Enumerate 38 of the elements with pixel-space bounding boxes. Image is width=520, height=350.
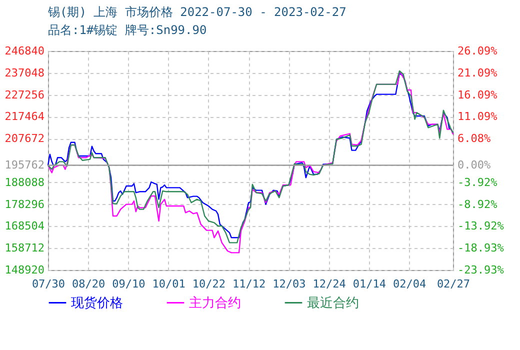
y2-tick-label: 21.09% xyxy=(458,66,498,80)
x-tick-label: 12/24 xyxy=(312,278,346,290)
y2-tick-label: 26.09% xyxy=(458,44,498,58)
x-tick-label: 12/03 xyxy=(272,278,306,290)
y2-tick-label: 6.08% xyxy=(458,132,491,146)
legend-label: 最近合约 xyxy=(307,296,359,311)
y-tick-label: 246840 xyxy=(4,44,44,58)
chart-title: 锡(期) 上海 市场价格 2022-07-30 - 2023-02-27 xyxy=(47,5,346,19)
x-tick-label: 07/30 xyxy=(32,278,66,290)
legend-label: 现货价格 xyxy=(71,296,123,311)
y-tick-label: 168504 xyxy=(4,220,45,233)
y2-tick-label: -18.93% xyxy=(458,242,504,255)
y2-tick-label: -3.92% xyxy=(458,176,498,189)
y-tick-label: 148920 xyxy=(4,264,44,276)
x-tick-label: 02/27 xyxy=(436,278,470,290)
y2-tick-label: 16.09% xyxy=(458,88,498,102)
y2-tick-label: -23.93% xyxy=(458,264,504,276)
x-tick-label: 10/01 xyxy=(152,278,186,290)
y-tick-label: 158712 xyxy=(4,242,44,255)
chart-subtitle: 品名:1#锡锭 牌号:Sn99.90 xyxy=(48,23,207,37)
x-tick-label: 02/04 xyxy=(393,278,426,290)
x-tick-label: 11/12 xyxy=(232,278,266,290)
y-tick-label: 227256 xyxy=(4,88,44,102)
y2-tick-label: -13.92% xyxy=(458,220,504,233)
x-tick-label: 10/22 xyxy=(192,278,226,290)
y-tick-label: 237048 xyxy=(4,66,44,80)
legend-label: 主力合约 xyxy=(189,294,241,311)
y-tick-label: 217464 xyxy=(4,110,45,124)
y2-tick-label: -8.92% xyxy=(458,198,498,211)
y-tick-label: 178296 xyxy=(4,198,44,211)
x-tick-label: 08/20 xyxy=(72,278,106,290)
y-tick-label: 207672 xyxy=(4,132,44,146)
x-tick-label: 09/10 xyxy=(112,278,146,290)
y2-tick-label: 0.00% xyxy=(458,158,491,172)
y2-tick-label: 11.09% xyxy=(458,110,498,124)
y-tick-label: 188088 xyxy=(4,176,44,189)
x-tick-label: 01/14 xyxy=(352,278,386,290)
y-tick-label: 195762 xyxy=(4,158,44,172)
